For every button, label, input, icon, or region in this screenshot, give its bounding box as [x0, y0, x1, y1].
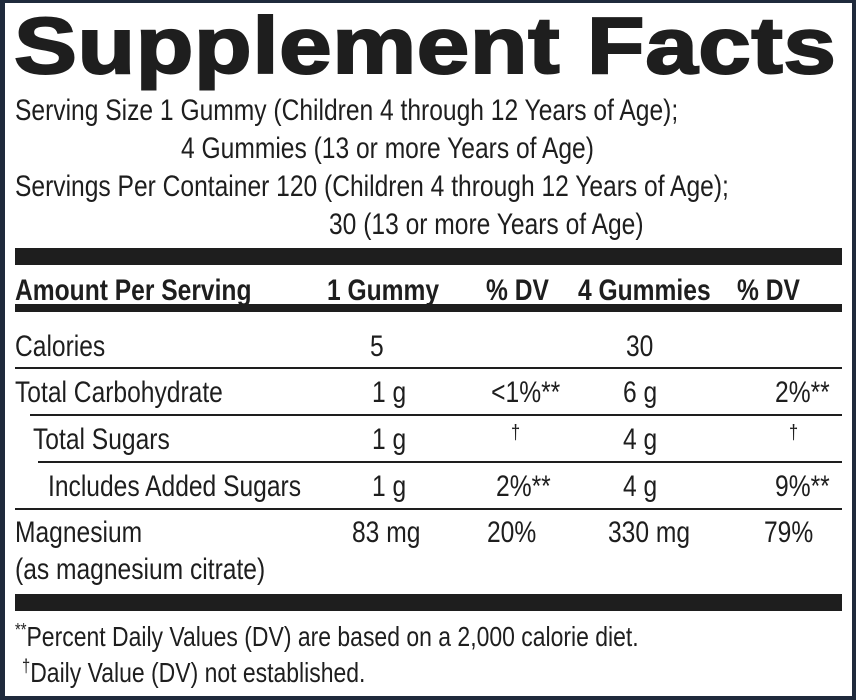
- dagger-4-gummies: †: [789, 422, 799, 444]
- amount-4-gummies: 4 g: [623, 470, 658, 503]
- dv-1-gummy: 2%**: [496, 470, 551, 503]
- row-divider: [38, 461, 842, 463]
- nutrient-name: Includes Added Sugars: [48, 470, 302, 503]
- dv-4-gummies: 79%: [764, 516, 814, 549]
- dv-4-gummies: 9%**: [775, 470, 830, 503]
- panel-title: Supplement Facts: [13, 1, 837, 90]
- header-dv-4: % DV: [737, 274, 800, 307]
- servings-per-container-line1: Servings Per Container 120 (Children 4 t…: [15, 170, 729, 203]
- serving-size-line1: Serving Size 1 Gummy (Children 4 through…: [15, 94, 679, 127]
- amount-1-gummy: 1 g: [372, 376, 407, 409]
- header-dv-1: % DV: [486, 274, 549, 307]
- dv-1-gummy: <1%**: [490, 376, 560, 409]
- nutrient-name: Total Sugars: [33, 423, 170, 456]
- amount-4-gummies: 4 g: [623, 423, 658, 456]
- amount-4-gummies: 330 mg: [608, 516, 691, 549]
- amount-4-gummies: 30: [626, 330, 654, 363]
- row-divider: [15, 508, 842, 510]
- serving-size-line2: 4 Gummies (13 or more Years of Age): [181, 132, 594, 165]
- header-amount-per-serving: Amount Per Serving: [15, 274, 252, 307]
- servings-per-container-line2: 30 (13 or more Years of Age): [329, 208, 644, 241]
- amount-4-gummies: 6 g: [623, 376, 658, 409]
- thick-divider-top: [15, 248, 842, 265]
- amount-1-gummy: 83 mg: [352, 516, 421, 549]
- header-4-gummies: 4 Gummies: [578, 274, 711, 307]
- header-1-gummy: 1 Gummy: [327, 274, 440, 307]
- footnote-dagger-text: Daily Value (DV) not established.: [30, 657, 366, 688]
- nutrient-name: Total Carbohydrate: [15, 376, 223, 409]
- nutrient-name: Calories: [15, 330, 106, 363]
- amount-1-gummy: 1 g: [372, 423, 407, 456]
- row-divider: [15, 367, 842, 369]
- footnote-dv-not-established: †Daily Value (DV) not established.: [22, 650, 365, 689]
- double-asterisk-mark: **: [15, 620, 27, 640]
- amount-1-gummy: 5: [370, 330, 384, 363]
- thick-divider-bottom: [15, 594, 842, 611]
- nutrient-source: (as magnesium citrate): [15, 553, 266, 586]
- nutrient-name: Magnesium: [15, 516, 143, 549]
- amount-1-gummy: 1 g: [372, 470, 407, 503]
- dagger-1-gummy: †: [511, 422, 521, 444]
- dagger-mark: †: [22, 656, 31, 676]
- dv-1-gummy: 20%: [487, 516, 537, 549]
- medium-divider: [15, 304, 842, 312]
- footnote-percent-dv: **Percent Daily Values (DV) are based on…: [15, 614, 639, 653]
- row-divider: [30, 414, 842, 416]
- dv-4-gummies: 2%**: [775, 376, 830, 409]
- footnote-percent-text: Percent Daily Values (DV) are based on a…: [26, 621, 639, 652]
